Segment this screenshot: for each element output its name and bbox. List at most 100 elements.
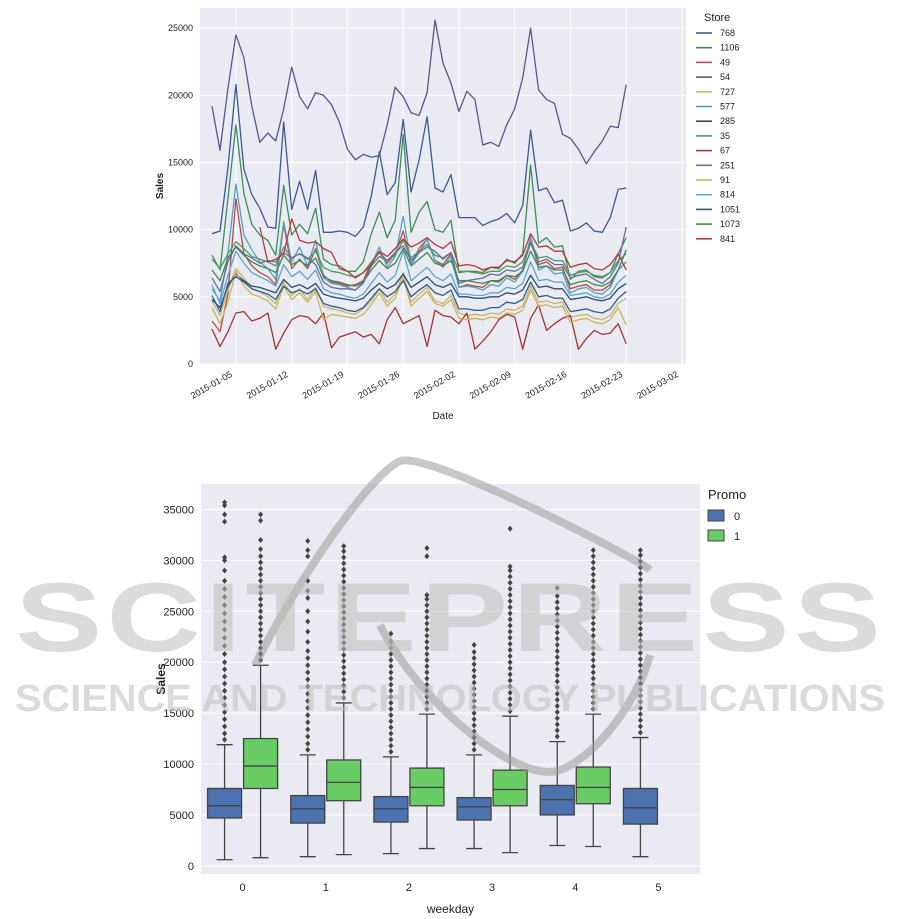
x-tick-label: 2015-01-26	[356, 369, 401, 401]
store-sales-line-chart: 0 5000 10000 15000 20000 25000 2015-01-05 2015-…	[155, 8, 740, 422]
legend-label-1051: 1051	[720, 204, 740, 214]
legend-title: Store	[704, 12, 730, 24]
series-line-35	[211, 239, 627, 278]
outlier-point	[341, 688, 347, 695]
outlier-point	[222, 557, 228, 564]
outlier-point	[222, 730, 228, 737]
outlier-point	[305, 726, 311, 733]
outlier-point	[305, 719, 311, 726]
box-body	[242, 737, 279, 790]
legend-label-727: 727	[720, 87, 735, 97]
outlier-point	[305, 740, 311, 747]
y-tick-label: 10000	[163, 759, 194, 771]
series-line-91	[211, 270, 627, 326]
outlier-point	[341, 694, 347, 701]
outlier-point	[222, 736, 228, 743]
legend-label-67: 67	[720, 146, 730, 156]
series-line-727	[211, 267, 627, 321]
legend-label-814: 814	[720, 190, 735, 200]
outlier-point	[341, 670, 347, 677]
y-axis-label: Sales	[155, 172, 166, 199]
x-tick-label: 2015-01-05	[189, 369, 234, 401]
outlier-point	[222, 642, 228, 649]
outlier-point	[341, 682, 347, 689]
box-weekday-0-promo-0	[206, 499, 243, 861]
y-tick-label: 5000	[173, 292, 193, 302]
outlier-point	[305, 683, 311, 690]
outlier-point	[222, 659, 228, 666]
outlier-point	[222, 594, 228, 601]
outlier-point	[222, 554, 228, 561]
x-axis-label: Date	[432, 411, 454, 422]
x-tick-label: 4	[572, 882, 578, 894]
y-tick-label: 5000	[170, 810, 194, 822]
x-tick-label: 2015-02-09	[468, 369, 513, 401]
y-tick-label: 20000	[168, 90, 193, 100]
box-body	[575, 766, 611, 805]
box-body	[622, 787, 659, 825]
outlier-point	[222, 694, 228, 701]
y-tick-label: 10000	[168, 225, 193, 235]
box-body	[206, 787, 243, 819]
outlier-point	[222, 618, 228, 625]
outlier-point	[341, 676, 347, 683]
series-line-841	[259, 218, 627, 279]
series-line-1051	[211, 276, 627, 314]
weekday-promo-box-chart: 0 5000 10000 15000 20000 25000 30000 35000 0 1 2 3 4…	[154, 484, 746, 916]
outlier-point	[305, 676, 311, 683]
outlier-point	[341, 664, 347, 671]
outlier-point	[305, 697, 311, 704]
x-tick-label: 2015-02-02	[412, 369, 457, 401]
x-tick-label: 2	[406, 882, 412, 894]
outlier-point	[222, 518, 228, 525]
legend-label-768: 768	[720, 28, 735, 38]
x-axis-label: weekday	[426, 902, 474, 916]
legend-label-91: 91	[720, 175, 730, 185]
x-tick-label: 2015-02-23	[579, 369, 624, 401]
outlier-point	[222, 723, 228, 730]
outlier-point	[222, 585, 228, 592]
outlier-point	[222, 502, 228, 509]
x-tick-label: 2015-03-02	[635, 369, 680, 401]
legend-swatch-0	[707, 509, 725, 522]
outlier-point	[305, 746, 311, 753]
y-tick-label: 25000	[168, 23, 193, 33]
outlier-point	[305, 712, 311, 719]
y-tick-label: 0	[188, 861, 194, 873]
legend-label-285: 285	[720, 116, 735, 126]
y-tick-label: 30000	[163, 555, 194, 567]
legend-title: Promo	[708, 487, 746, 502]
y-tick-label: 0	[188, 359, 193, 369]
outlier-point	[222, 709, 228, 716]
legend-label-49: 49	[720, 57, 730, 67]
series-line-814	[211, 250, 627, 305]
legend-label-577: 577	[720, 102, 735, 112]
x-tick-label: 2015-01-12	[245, 369, 290, 401]
series-line-1073	[211, 246, 627, 287]
x-tick-label: 1	[323, 882, 329, 894]
outlier-point	[222, 666, 228, 673]
outlier-point	[222, 673, 228, 680]
x-tick-label: 3	[489, 882, 495, 894]
box-body	[456, 796, 492, 821]
x-tick-label: 0	[240, 882, 246, 894]
series-line-67	[211, 304, 627, 350]
outlier-point	[305, 705, 311, 712]
y-tick-label: 15000	[163, 708, 194, 720]
series-line-768	[211, 83, 627, 238]
legend-swatch-1	[707, 529, 725, 542]
outlier-point	[222, 687, 228, 694]
series-line-285	[211, 273, 627, 309]
legend-label-1106: 1106	[720, 43, 739, 53]
box-body	[326, 759, 362, 802]
outlier-point	[222, 602, 228, 609]
outlier-point	[222, 499, 228, 506]
outlier-point	[222, 610, 228, 617]
x-tick-label: 2015-01-19	[301, 369, 346, 401]
outlier-point	[222, 680, 228, 687]
series-line-1106	[211, 124, 627, 281]
legend-label-1073: 1073	[720, 219, 740, 229]
y-tick-label: 25000	[163, 606, 194, 618]
legend-label-0: 0	[734, 511, 740, 523]
x-tick-label: 2015-02-16	[524, 369, 569, 401]
